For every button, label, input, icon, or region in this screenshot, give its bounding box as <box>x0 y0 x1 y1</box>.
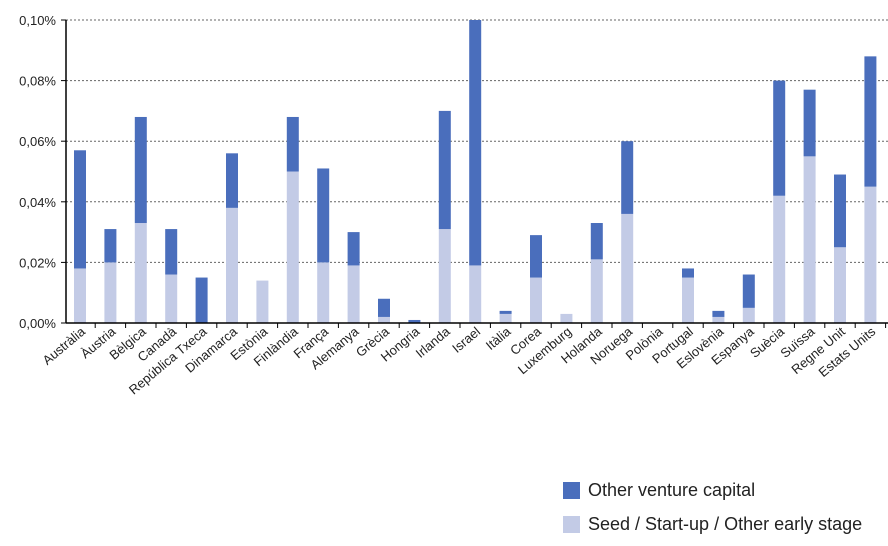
bar-seed <box>742 307 755 323</box>
y-tick-label: 0,06% <box>19 134 56 149</box>
bar-seed <box>165 274 178 323</box>
bar-seed <box>104 262 117 323</box>
bar-seed <box>226 207 238 323</box>
bar-seed <box>682 277 694 323</box>
bar-seed <box>286 171 299 323</box>
bar-other-vc <box>134 116 147 224</box>
stacked-bar-chart: 0,00%0,02%0,04%0,06%0,08%0,10%AustràliaÀ… <box>19 13 888 397</box>
bar-seed <box>256 280 269 323</box>
bar-seed <box>864 186 877 323</box>
bar-seed <box>378 316 390 323</box>
bar-seed <box>590 259 603 323</box>
bar-other-vc <box>803 89 816 157</box>
legend: Other venture capital Seed / Start-up / … <box>563 478 862 546</box>
bar-seed <box>438 229 451 323</box>
bar-other-vc <box>621 141 634 214</box>
bar-seed <box>347 265 360 323</box>
bar-other-vc <box>438 110 451 230</box>
legend-label-other-vc: Other venture capital <box>588 479 756 500</box>
bar-other-vc <box>834 174 846 248</box>
legend-item-seed: Seed / Start-up / Other early stage <box>563 512 862 536</box>
bar-seed <box>560 313 573 323</box>
bar-other-vc <box>408 319 421 323</box>
y-tick-label: 0,10% <box>19 13 56 28</box>
x-tick-label: Irlanda <box>413 323 454 361</box>
bar-other-vc <box>347 232 360 266</box>
bar-other-vc <box>530 235 542 278</box>
bar-other-vc <box>378 298 390 317</box>
bar-other-vc <box>864 56 877 187</box>
axes <box>61 19 888 328</box>
bar-other-vc <box>742 274 755 308</box>
y-tick-label: 0,08% <box>19 74 56 89</box>
y-tick-label: 0,02% <box>19 255 56 270</box>
gridlines <box>66 19 888 263</box>
bar-seed <box>74 268 86 323</box>
bar-seed <box>469 265 482 323</box>
bar-seed <box>530 277 542 323</box>
bar-other-vc <box>74 150 86 269</box>
legend-swatch-seed <box>563 515 580 533</box>
bar-seed <box>621 213 634 323</box>
legend-swatch-other-vc <box>563 481 580 499</box>
bar-other-vc <box>712 310 725 317</box>
bar-seed <box>773 195 786 323</box>
y-tick-label: 0,04% <box>19 195 56 210</box>
bar-seed <box>499 313 512 323</box>
bar-seed <box>317 262 330 323</box>
bar-other-vc <box>469 20 482 266</box>
bar-other-vc <box>286 116 299 172</box>
bar-other-vc <box>590 223 603 260</box>
bar-seed <box>803 156 816 323</box>
bar-seed <box>712 316 725 323</box>
bars <box>74 20 877 323</box>
bar-other-vc <box>682 268 694 278</box>
bar-other-vc <box>195 277 208 323</box>
x-tick-label: Israel <box>449 324 483 356</box>
bar-other-vc <box>317 168 330 263</box>
legend-label-seed: Seed / Start-up / Other early stage <box>588 513 863 534</box>
y-tick-label: 0,00% <box>19 316 56 331</box>
bar-other-vc <box>226 153 238 208</box>
bar-seed <box>834 247 846 323</box>
legend-item-other-vc: Other venture capital <box>563 478 862 502</box>
bar-other-vc <box>773 80 786 196</box>
bar-other-vc <box>165 229 178 275</box>
bar-other-vc <box>104 229 117 263</box>
bar-other-vc <box>499 310 512 314</box>
bar-seed <box>134 223 147 323</box>
